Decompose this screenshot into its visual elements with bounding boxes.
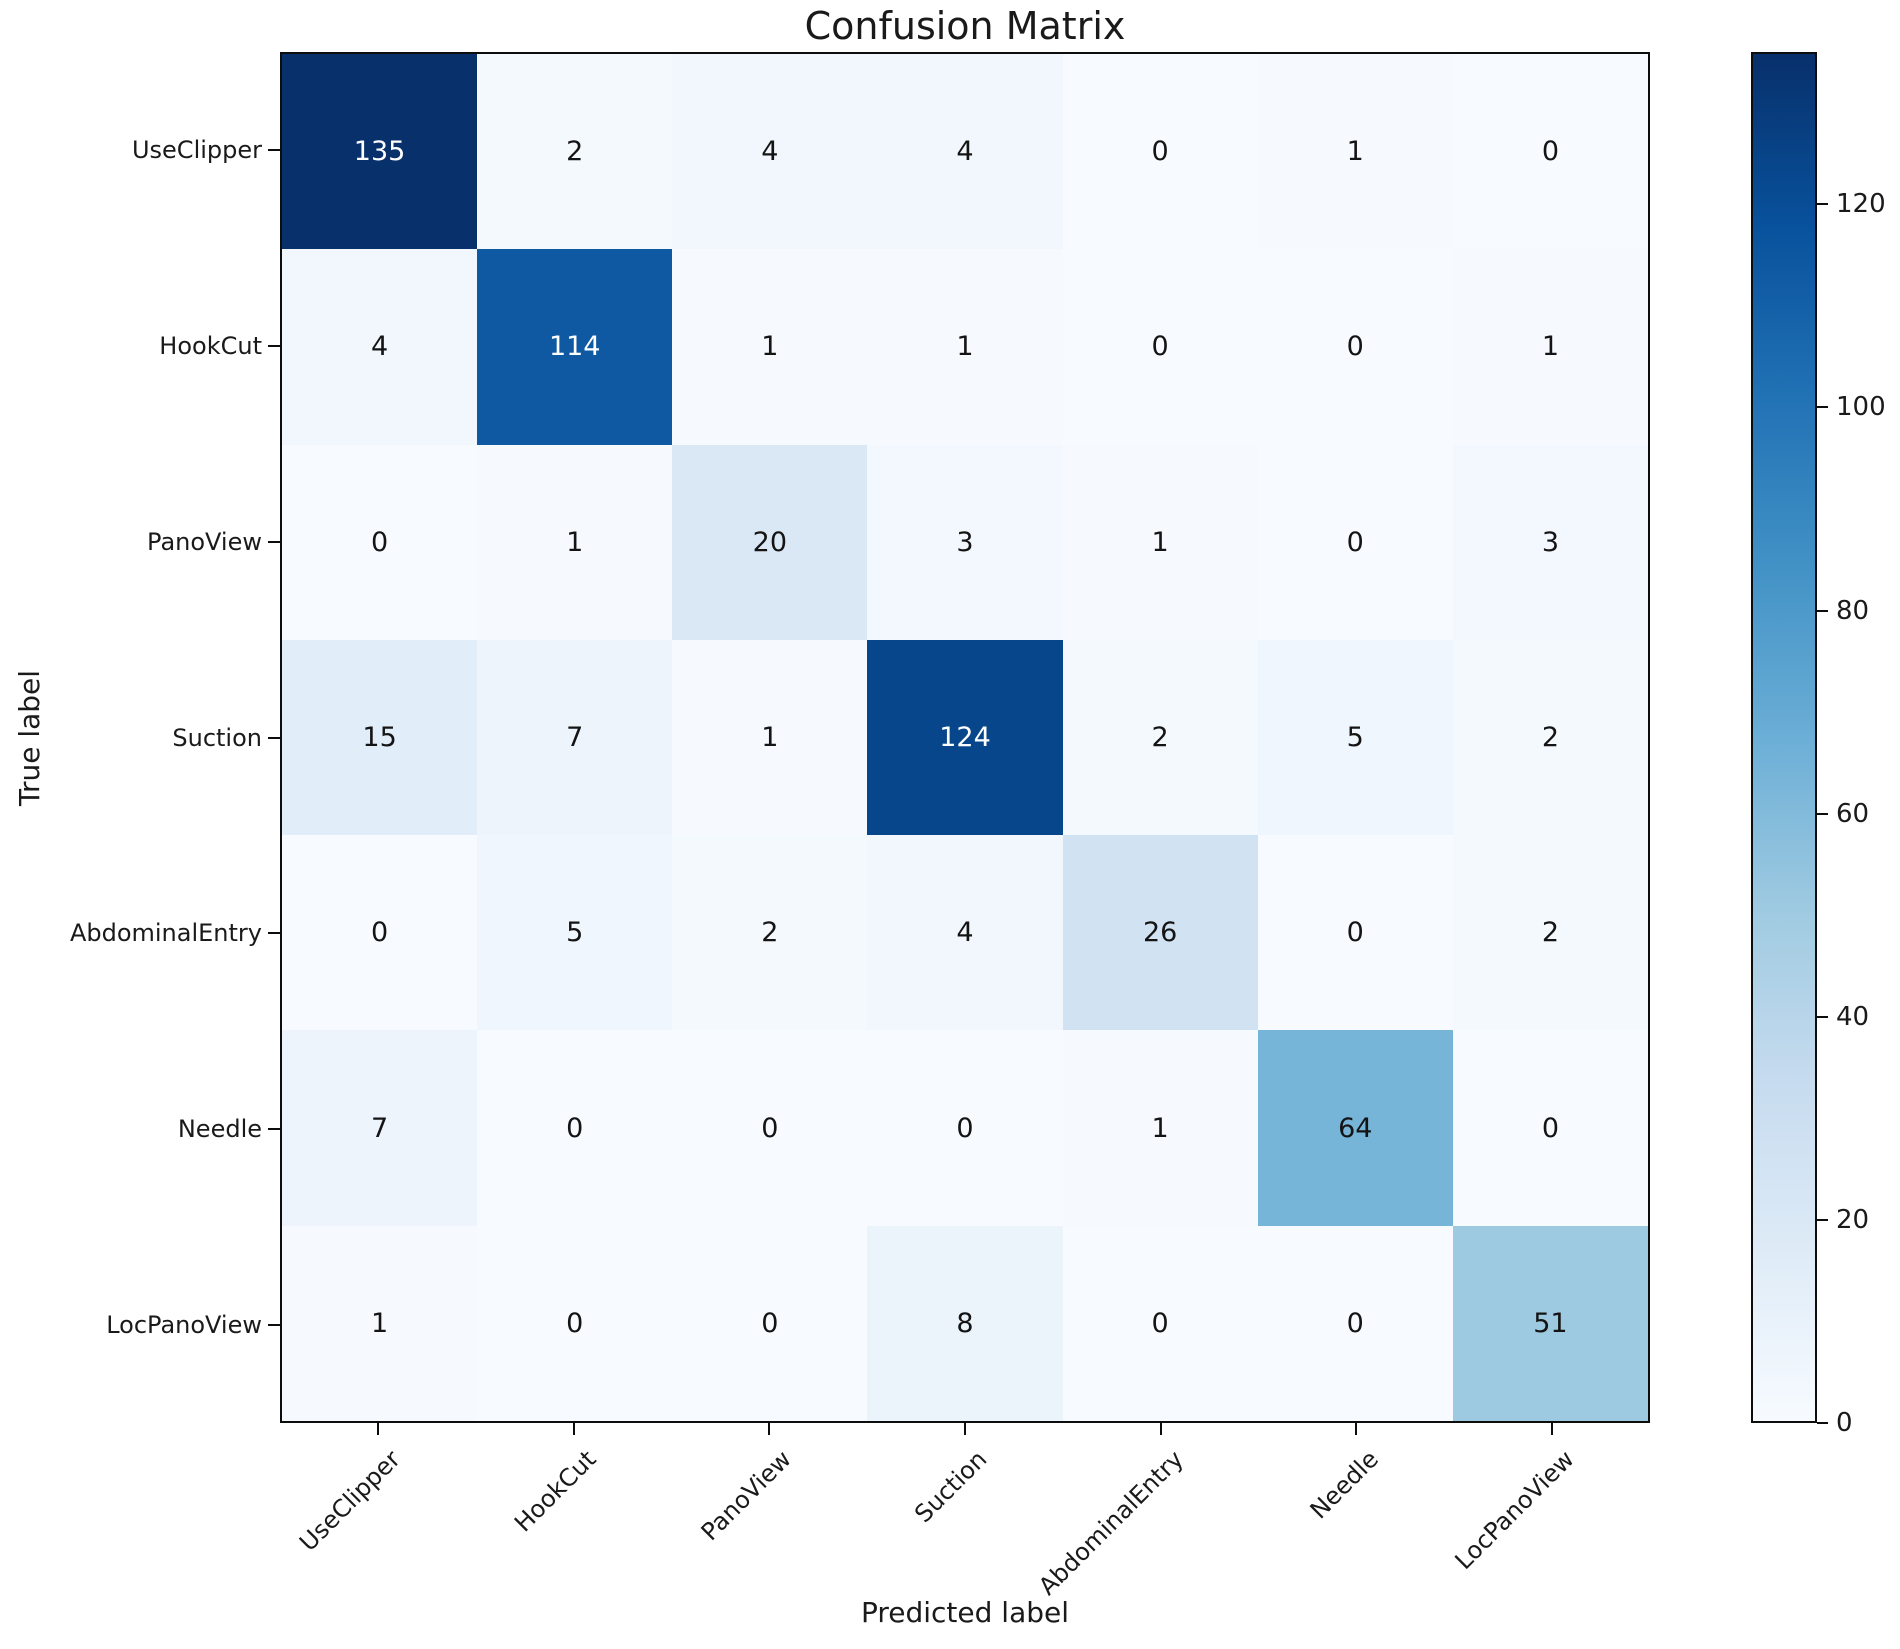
matrix-cell-UseClipper-LocPanoView: 0	[1452, 54, 1648, 250]
y-tick-label-Needle: Needle	[177, 1115, 262, 1144]
colorbar-tick-mark	[1817, 203, 1828, 206]
matrix-cell-UseClipper-Needle: 1	[1257, 54, 1453, 250]
matrix-cell-PanoView-Needle: 0	[1257, 444, 1453, 640]
matrix-cell-HookCut-Suction: 1	[867, 249, 1063, 445]
matrix-cell-Needle-HookCut: 0	[477, 1030, 673, 1226]
y-tick-mark	[268, 148, 280, 151]
x-tick-label-Suction: Suction	[909, 1445, 993, 1529]
chart-title: Confusion Matrix	[804, 4, 1126, 48]
matrix-cell-LocPanoView-Suction: 8	[867, 1225, 1063, 1421]
matrix-cell-LocPanoView-UseClipper: 1	[282, 1225, 478, 1421]
matrix-cell-AbdominalEntry-Needle: 0	[1257, 835, 1453, 1031]
y-tick-mark	[268, 1324, 280, 1327]
matrix-cell-UseClipper-HookCut: 2	[477, 54, 673, 250]
x-tick-label-AbdominalEntry: AbdominalEntry	[1032, 1445, 1189, 1601]
x-axis-label: Predicted label	[860, 1596, 1070, 1629]
matrix-cell-HookCut-UseClipper: 4	[282, 249, 478, 445]
colorbar-tick-label-20: 20	[1836, 1204, 1870, 1235]
y-tick-mark	[268, 736, 280, 739]
x-tick-label-UseClipper: UseClipper	[293, 1445, 406, 1557]
y-tick-label-AbdominalEntry: AbdominalEntry	[69, 919, 262, 948]
matrix-cell-Needle-Suction: 0	[867, 1030, 1063, 1226]
matrix-cell-HookCut-Needle: 0	[1257, 249, 1453, 445]
matrix-cell-PanoView-UseClipper: 0	[282, 444, 478, 640]
x-tick-label-HookCut: HookCut	[508, 1445, 602, 1538]
matrix-cell-Needle-UseClipper: 7	[282, 1030, 478, 1226]
matrix-cell-HookCut-PanoView: 1	[672, 249, 868, 445]
y-tick-mark	[268, 540, 280, 543]
y-tick-mark	[268, 1128, 280, 1131]
matrix-cell-LocPanoView-PanoView: 0	[672, 1225, 868, 1421]
matrix-cell-HookCut-HookCut: 114	[477, 249, 673, 445]
x-tick-mark	[964, 1423, 966, 1435]
y-tick-label-Suction: Suction	[172, 723, 262, 752]
matrix-cell-AbdominalEntry-AbdominalEntry: 26	[1062, 835, 1258, 1031]
matrix-cell-Suction-HookCut: 7	[477, 639, 673, 836]
y-tick-label-UseClipper: UseClipper	[131, 135, 262, 164]
x-tick-mark	[572, 1423, 575, 1435]
matrix-cell-LocPanoView-Needle: 0	[1257, 1225, 1453, 1421]
matrix-cell-AbdominalEntry-UseClipper: 0	[282, 835, 478, 1031]
matrix-cell-Suction-AbdominalEntry: 2	[1062, 639, 1258, 836]
matrix-cell-LocPanoView-HookCut: 0	[477, 1225, 673, 1421]
x-tick-mark	[1551, 1423, 1554, 1435]
matrix-cell-AbdominalEntry-HookCut: 5	[477, 835, 673, 1031]
x-tick-mark	[768, 1423, 771, 1435]
colorbar-tick-label-80: 80	[1836, 595, 1870, 626]
matrix-cell-Suction-LocPanoView: 2	[1452, 639, 1648, 836]
colorbar-tick-label-60: 60	[1836, 798, 1870, 829]
matrix-cell-Needle-PanoView: 0	[672, 1030, 868, 1226]
colorbar-tick-mark	[1817, 406, 1828, 409]
x-tick-mark	[376, 1423, 379, 1435]
matrix-cell-Needle-Needle: 64	[1257, 1030, 1453, 1226]
x-tick-mark	[1355, 1423, 1358, 1435]
colorbar-tick-mark	[1817, 609, 1828, 612]
x-tick-mark	[1159, 1423, 1162, 1435]
colorbar-tick-label-100: 100	[1836, 392, 1886, 423]
colorbar-tick-mark	[1817, 812, 1828, 815]
matrix-cell-PanoView-AbdominalEntry: 1	[1062, 444, 1258, 640]
colorbar-tick-mark	[1817, 1422, 1828, 1424]
colorbar-tick-label-40: 40	[1836, 1001, 1870, 1032]
x-tick-label-LocPanoView: LocPanoView	[1449, 1445, 1580, 1575]
y-tick-label-HookCut: HookCut	[159, 331, 262, 360]
y-tick-mark	[268, 344, 280, 347]
matrix-cell-Needle-LocPanoView: 0	[1452, 1030, 1648, 1226]
matrix-cell-AbdominalEntry-PanoView: 2	[672, 835, 868, 1031]
y-axis-label: True label	[13, 669, 46, 807]
x-tick-label-PanoView: PanoView	[695, 1445, 798, 1547]
matrix-cell-AbdominalEntry-LocPanoView: 2	[1452, 835, 1648, 1031]
matrix-cell-UseClipper-AbdominalEntry: 0	[1062, 54, 1258, 250]
matrix-cell-HookCut-LocPanoView: 1	[1452, 249, 1648, 445]
matrix-cell-Suction-UseClipper: 15	[282, 639, 478, 836]
y-tick-label-PanoView: PanoView	[147, 527, 262, 556]
matrix-cell-PanoView-HookCut: 1	[477, 444, 673, 640]
x-tick-label-Needle: Needle	[1304, 1445, 1385, 1525]
colorbar-gradient	[1751, 52, 1817, 1423]
matrix-cell-UseClipper-UseClipper: 135	[282, 54, 478, 250]
matrix-cell-Needle-AbdominalEntry: 1	[1062, 1030, 1258, 1226]
heatmap-grid: 135 2 4 4 0 1 0 4 114 1 1 0 0 1 0 1 20 3 1 0 3 15 7 1 124 2 5 2 0 5 2 4…	[280, 52, 1650, 1423]
matrix-cell-PanoView-PanoView: 20	[672, 444, 868, 640]
matrix-cell-HookCut-AbdominalEntry: 0	[1062, 249, 1258, 445]
matrix-cell-Suction-PanoView: 1	[672, 639, 868, 836]
matrix-cell-PanoView-LocPanoView: 3	[1452, 444, 1648, 640]
y-tick-label-LocPanoView: LocPanoView	[106, 1311, 262, 1340]
matrix-cell-AbdominalEntry-Suction: 4	[867, 835, 1063, 1031]
matrix-cell-UseClipper-Suction: 4	[867, 54, 1063, 250]
colorbar-tick-mark	[1817, 1015, 1828, 1018]
matrix-cell-LocPanoView-AbdominalEntry: 0	[1062, 1225, 1258, 1421]
matrix-cell-PanoView-Suction: 3	[867, 444, 1063, 640]
y-tick-mark	[268, 932, 280, 935]
colorbar-tick-mark	[1817, 1218, 1828, 1221]
matrix-cell-UseClipper-PanoView: 4	[672, 54, 868, 250]
colorbar-tick-label-120: 120	[1836, 189, 1886, 220]
matrix-cell-LocPanoView-LocPanoView: 51	[1452, 1225, 1648, 1421]
matrix-cell-Suction-Needle: 5	[1257, 639, 1453, 836]
colorbar-tick-label-0: 0	[1836, 1408, 1853, 1438]
matrix-cell-Suction-Suction: 124	[867, 639, 1063, 836]
